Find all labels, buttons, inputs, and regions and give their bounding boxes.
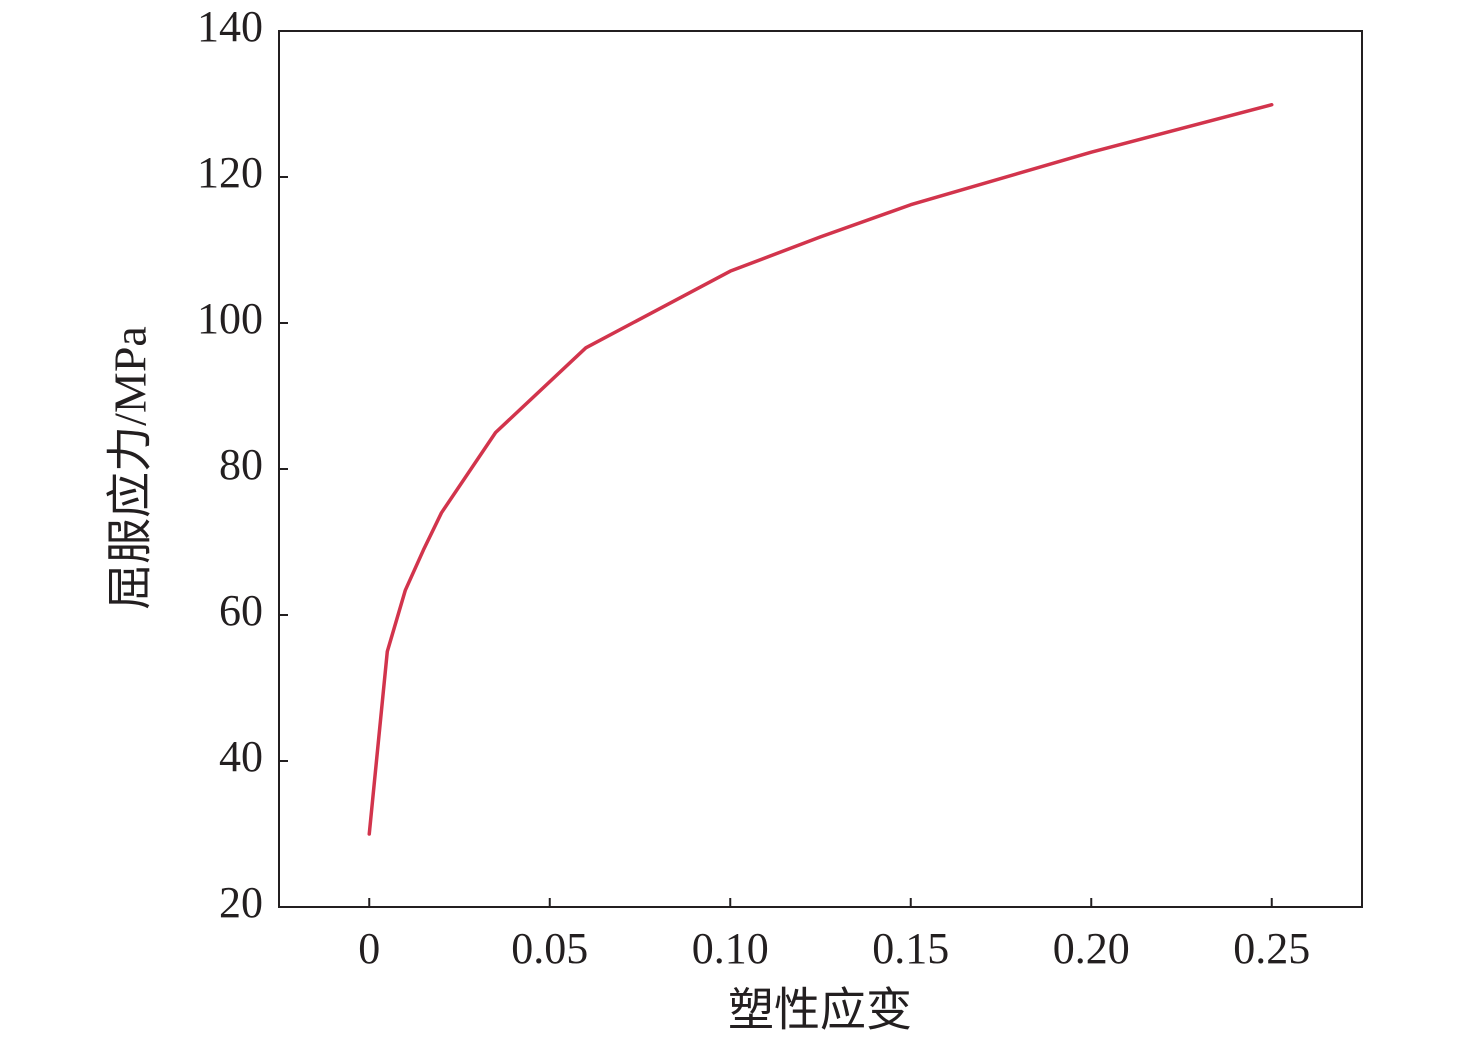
y-tick-label: 20 xyxy=(219,878,263,927)
x-tick-label: 0.10 xyxy=(692,924,769,973)
y-tick-label: 140 xyxy=(197,2,263,51)
x-tick-label: 0.15 xyxy=(872,924,949,973)
x-tick-label: 0.05 xyxy=(511,924,588,973)
y-axis-label: 屈服应力/MPa xyxy=(105,326,156,610)
x-tick-label: 0.20 xyxy=(1053,924,1130,973)
y-tick-label: 40 xyxy=(219,732,263,781)
plot-frame xyxy=(278,30,1363,908)
x-tick-label: 0 xyxy=(358,924,380,973)
data-line xyxy=(367,102,1274,836)
y-tick-label: 60 xyxy=(219,586,263,635)
x-tick-label: 0.25 xyxy=(1233,924,1310,973)
x-axis-label: 塑性应变 xyxy=(728,985,912,1036)
y-tick-label: 100 xyxy=(197,294,263,343)
y-tick-label: 120 xyxy=(197,148,263,197)
y-tick-label: 80 xyxy=(219,440,263,489)
